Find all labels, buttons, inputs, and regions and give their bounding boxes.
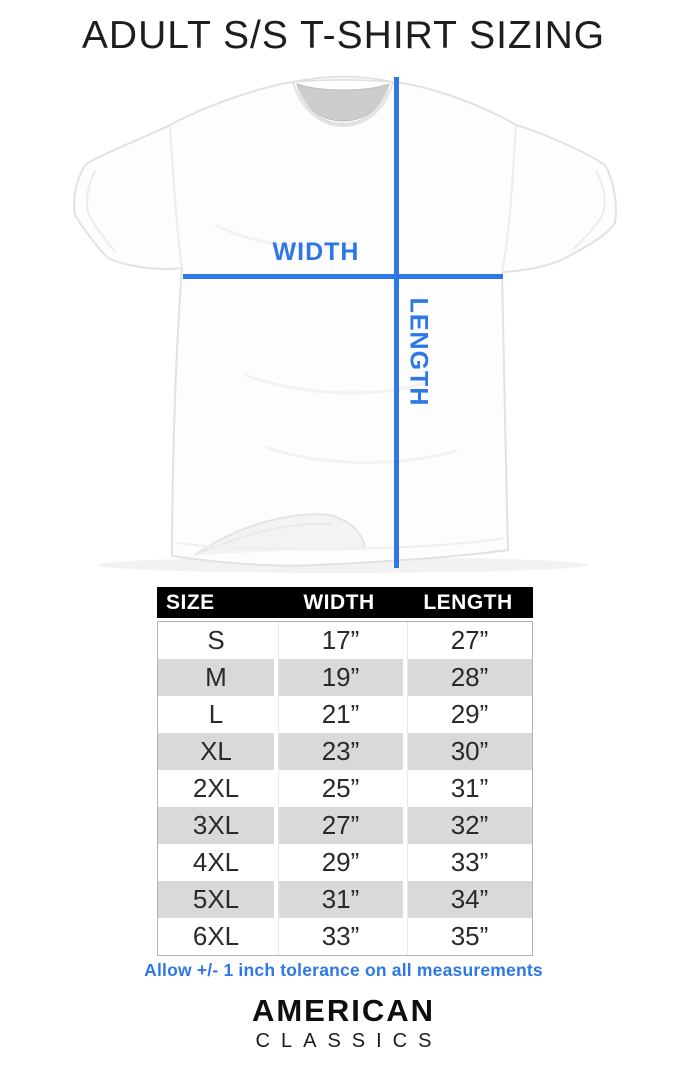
tshirt-graphic: [73, 75, 617, 573]
size-cell: 5XL: [192, 884, 240, 914]
width-cell: 31”: [274, 881, 403, 918]
size-cell: XL: [200, 736, 232, 766]
length-cell: 33”: [403, 844, 532, 881]
length-cell: 32”: [403, 807, 532, 844]
table-row: S 17” 27”: [158, 622, 532, 659]
width-cell: 19”: [274, 659, 403, 696]
size-cell: 3XL: [192, 810, 240, 840]
length-cell: 31”: [403, 770, 532, 807]
length-cell: 34”: [403, 881, 532, 918]
table-row: 2XL 25” 31”: [158, 770, 532, 807]
width-cell: 17”: [274, 622, 403, 659]
brand-name-classics: CLASSICS: [255, 1030, 443, 1052]
width-cell: 23”: [274, 733, 403, 770]
size-table-body: S 17” 27” M 19” 28” L 21” 29” XL 23” 30” 2XL 25” 31” 3X…: [157, 621, 533, 956]
length-cell: 35”: [403, 918, 532, 955]
header-width: WIDTH: [303, 591, 375, 614]
table-row: 6XL 33” 35”: [158, 918, 532, 955]
length-cell: 29”: [403, 696, 532, 733]
width-measure-line: [183, 274, 503, 279]
width-label: WIDTH: [272, 238, 360, 266]
size-table-header: SIZE WIDTH LENGTH: [157, 587, 533, 618]
tshirt-photo: [65, 75, 625, 575]
table-row: XL 23” 30”: [158, 733, 532, 770]
size-cell: L: [208, 699, 224, 729]
table-row: M 19” 28”: [158, 659, 532, 696]
table-row: 3XL 27” 32”: [158, 807, 532, 844]
size-cell: M: [205, 662, 227, 692]
size-cell: S: [207, 625, 225, 655]
brand-name-american: AMERICAN: [251, 993, 436, 1028]
tolerance-note: Allow +/- 1 inch tolerance on all measur…: [144, 960, 543, 980]
table-row: 4XL 29” 33”: [158, 844, 532, 881]
table-row: 5XL 31” 34”: [158, 881, 532, 918]
width-cell: 29”: [274, 844, 403, 881]
header-size: SIZE: [166, 591, 215, 614]
width-cell: 25”: [274, 770, 403, 807]
width-cell: 27”: [274, 807, 403, 844]
header-length: LENGTH: [423, 591, 513, 614]
length-label: LENGTH: [404, 297, 433, 407]
table-row: L 21” 29”: [158, 696, 532, 733]
size-table: SIZE WIDTH LENGTH S 17” 27” M 19” 28” L 21” 29” X…: [157, 587, 533, 956]
length-measure-line: [394, 77, 399, 568]
size-cell: 2XL: [192, 773, 240, 803]
length-cell: 30”: [403, 733, 532, 770]
length-cell: 27”: [403, 622, 532, 659]
size-cell: 6XL: [192, 921, 240, 951]
width-cell: 33”: [274, 918, 403, 955]
page-title: ADULT S/S T-SHIRT SIZING: [81, 14, 606, 57]
width-cell: 21”: [274, 696, 403, 733]
size-cell: 4XL: [192, 847, 240, 877]
length-cell: 28”: [403, 659, 532, 696]
